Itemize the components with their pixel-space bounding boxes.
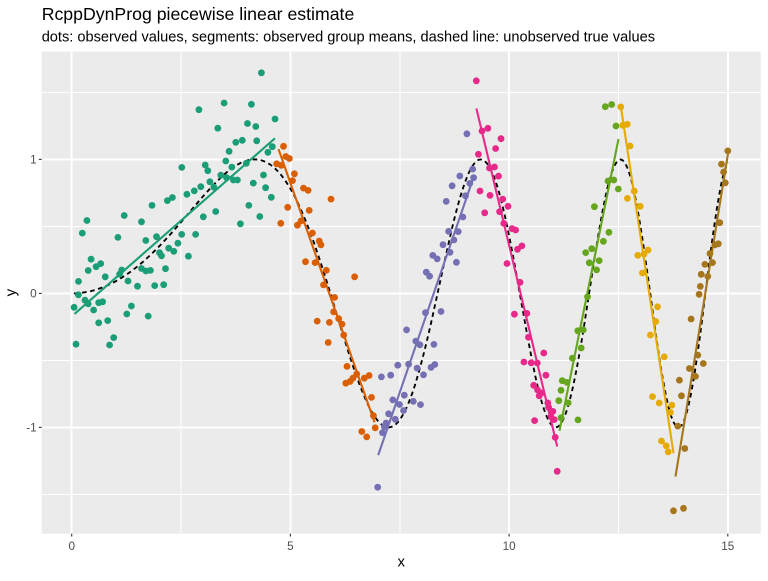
svg-text:RcppDynProg piecewise linear e: RcppDynProg piecewise linear estimate [42, 4, 355, 24]
svg-text:x: x [397, 554, 405, 571]
svg-text:-1: -1 [26, 422, 36, 435]
svg-text:dots: observed values, segment: dots: observed values, segments: observe… [42, 29, 655, 45]
svg-text:1: 1 [30, 154, 37, 167]
svg-text:15: 15 [721, 540, 735, 553]
svg-text:10: 10 [503, 540, 517, 553]
svg-text:0: 0 [30, 288, 37, 301]
svg-text:5: 5 [287, 540, 294, 553]
svg-text:y: y [3, 288, 20, 296]
svg-text:0: 0 [68, 540, 75, 553]
